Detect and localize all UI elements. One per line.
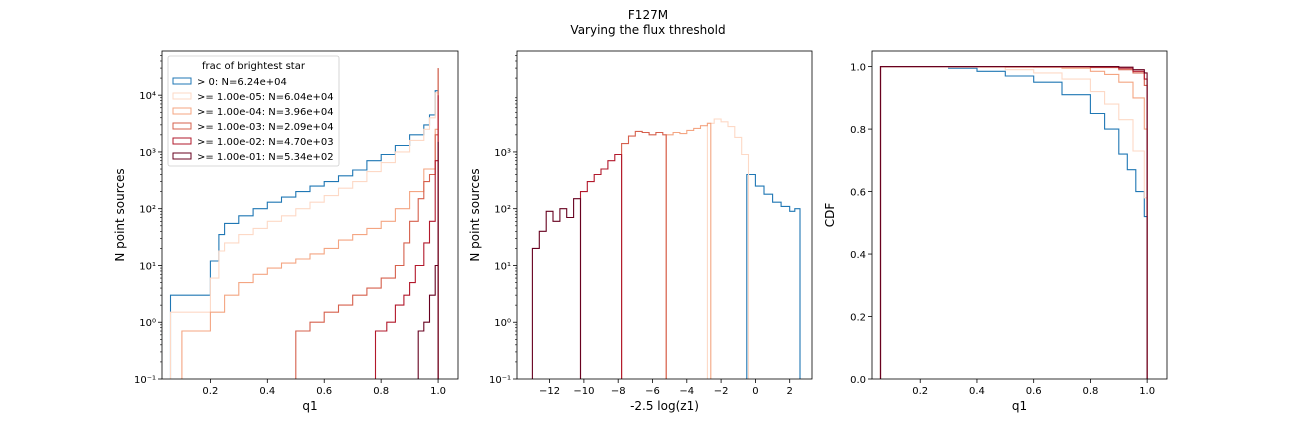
y-tick-label: 10⁻¹ — [134, 375, 156, 386]
x-tick-label: 0.4 — [259, 386, 275, 397]
y-tick-label: 0.8 — [850, 125, 866, 136]
panels: 0.2 0.4 0.6 0.8 1.0 10⁻¹ 10⁰ 10¹ 10² 10³ 10⁴ q1 N po… — [113, 50, 1168, 413]
x-tick-label: −12 — [539, 386, 560, 397]
x-tick-label: 0.2 — [912, 386, 928, 397]
y-tick-label: 0.2 — [850, 313, 866, 324]
series-line-5 — [579, 153, 623, 379]
x-tick-label: 0.6 — [1026, 386, 1042, 397]
x-tick-label: 0.2 — [202, 386, 218, 397]
legend-entry: > 0: N=6.24e+04 — [197, 77, 287, 88]
y-tick-label: 10² — [139, 205, 156, 216]
y-tick-label: 10⁰ — [139, 318, 156, 329]
y-tick-label: 10⁴ — [139, 91, 156, 102]
series-line-1 — [169, 68, 439, 379]
y-tick-label: 10² — [494, 205, 511, 216]
x-tick-label: −8 — [611, 386, 626, 397]
legend-swatch — [172, 77, 192, 85]
legend-frame — [167, 55, 340, 167]
x-axis-label: q1 — [302, 399, 317, 413]
legend: frac of brightest star > 0: N=6.24e+04 >= … — [167, 55, 340, 167]
chart-panel-2: −12 −10 −8 −6 −4 −2 0 2 10⁻¹ 10⁰ 10¹ 10² 10³ -2.5 log… — [468, 50, 813, 413]
series-line-3 — [879, 66, 1148, 379]
series-line-3 — [181, 68, 439, 379]
y-tick-label: 10⁻¹ — [489, 375, 511, 386]
legend-swatch — [172, 92, 192, 100]
series-line-3 — [665, 122, 712, 379]
series-line-5 — [879, 66, 1148, 379]
legend-swatch — [172, 107, 192, 115]
y-tick-label: 0.0 — [850, 375, 866, 386]
figure-title: F127M — [628, 8, 668, 22]
x-tick-label: 1.0 — [430, 386, 446, 397]
y-tick-label: 10¹ — [494, 261, 511, 272]
chart-panel-1: 0.2 0.4 0.6 0.8 1.0 10⁻¹ 10⁰ 10¹ 10² 10³ 10⁴ q1 N po… — [113, 50, 459, 413]
series-group — [531, 118, 801, 379]
y-tick-label: 10⁰ — [494, 318, 511, 329]
figure-subtitle: Varying the flux threshold — [570, 23, 725, 37]
y-tick-label: 10³ — [494, 148, 511, 159]
plot-frame — [161, 50, 459, 380]
series-line-4 — [879, 66, 1148, 379]
y-tick-label: 0.6 — [850, 188, 866, 199]
legend-entry: >= 1.00e-01: N=5.34e+02 — [197, 152, 334, 163]
x-axis-label: -2.5 log(z1) — [630, 399, 699, 413]
series-line-1 — [879, 66, 1148, 379]
x-tick-label: 2 — [787, 386, 793, 397]
y-tick-label: 0.4 — [850, 250, 866, 261]
y-axis-label: N point sources — [113, 168, 127, 261]
legend-swatch — [172, 137, 192, 145]
legend-swatch — [172, 152, 192, 160]
y-tick-label: 1.0 — [850, 63, 866, 74]
x-tick-label: 0.8 — [373, 386, 389, 397]
series-line-4 — [621, 130, 667, 379]
y-axis-label: N point sources — [468, 168, 482, 261]
x-tick-label: −10 — [573, 386, 594, 397]
legend-entry: >= 1.00e-04: N=3.96e+04 — [197, 107, 334, 118]
legend-swatch — [172, 122, 192, 130]
series-group — [879, 66, 1148, 379]
y-axis-label: CDF — [823, 203, 837, 228]
x-tick-label: −2 — [714, 386, 729, 397]
chart-panel-3: 0.2 0.4 0.6 0.8 1.0 0.0 0.2 0.4 0.6 0.8 1.0 q1 CDF — [823, 50, 1168, 413]
legend-entry: >= 1.00e-03: N=2.09e+04 — [197, 122, 334, 133]
series-line-6 — [417, 141, 439, 379]
x-tick-label: 0 — [752, 386, 758, 397]
series-line-5 — [374, 95, 439, 379]
plot-frame — [516, 50, 813, 380]
x-axis-label: q1 — [1012, 399, 1027, 413]
series-line-1 — [746, 173, 801, 379]
plot-frame — [871, 50, 1168, 380]
series-group — [169, 68, 439, 379]
series-line-2 — [706, 118, 750, 379]
series-line-2 — [169, 68, 439, 379]
y-tick-label: 10³ — [139, 148, 156, 159]
x-tick-label: 0.6 — [316, 386, 332, 397]
x-tick-label: 1.0 — [1139, 386, 1155, 397]
x-tick-label: −4 — [679, 386, 694, 397]
x-tick-label: 0.4 — [969, 386, 985, 397]
series-line-6 — [531, 198, 582, 379]
y-tick-label: 10¹ — [139, 261, 156, 272]
series-line-6 — [879, 66, 1148, 379]
series-line-4 — [295, 68, 439, 379]
legend-title: frac of brightest star — [202, 61, 306, 72]
legend-entry: >= 1.00e-05: N=6.04e+04 — [197, 92, 334, 103]
series-line-2 — [879, 66, 1148, 379]
x-tick-label: −6 — [645, 386, 660, 397]
x-tick-label: 0.8 — [1082, 386, 1098, 397]
legend-entry: >= 1.00e-02: N=4.70e+03 — [197, 137, 334, 148]
